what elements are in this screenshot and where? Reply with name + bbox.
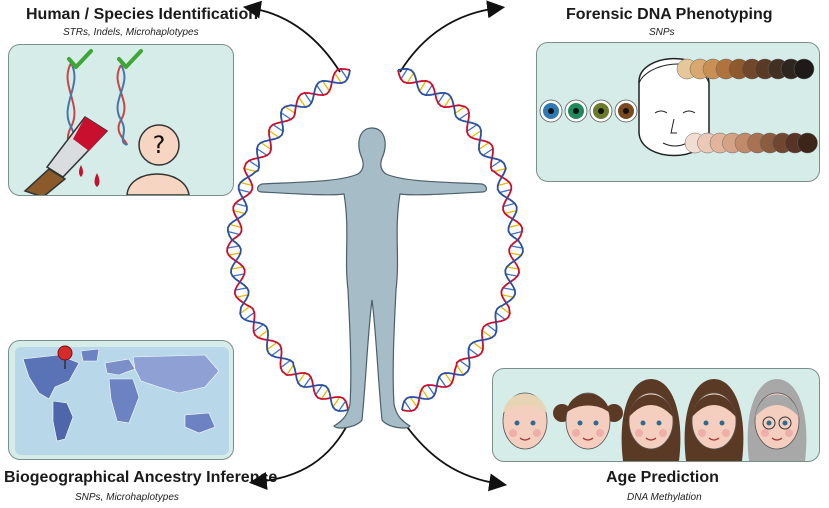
skin-color-swatch (797, 132, 818, 154)
subtitle-species-identification: STRs, Indels, Microhaplotypes (63, 27, 199, 38)
subtitle-ancestry-inference: SNPs, Microhaplotypes (75, 492, 179, 503)
title-species-identification: Human / Species Identification (26, 6, 259, 23)
face-middle-aged-icon (684, 379, 744, 461)
face-young-adult-icon (621, 379, 681, 461)
eye-color-swatch (589, 99, 613, 123)
age-faces-illustration (502, 379, 807, 461)
species-identification-panel: ? (8, 44, 234, 196)
ancestry-panel (8, 340, 234, 460)
phenotyping-panel (536, 42, 820, 182)
bloody-knife-icon (23, 115, 109, 195)
title-age-prediction: Age Prediction (606, 469, 719, 486)
face-child-icon (553, 392, 623, 450)
unknown-person-icon: ? (126, 124, 190, 195)
eye-color-swatch (614, 99, 638, 123)
title-ancestry-inference: Biogeographical Ancestry Inference (4, 469, 278, 486)
age-prediction-panel (492, 368, 820, 462)
arrow-to-dna-phenotyping (399, 0, 506, 73)
dna-helix-right-icon (397, 68, 524, 412)
world-map-illustration (15, 345, 229, 455)
face-baby-icon (502, 392, 548, 450)
eye-color-swatch (564, 99, 588, 123)
check-icon (117, 49, 143, 69)
title-dna-phenotyping: Forensic DNA Phenotyping (566, 6, 773, 23)
species-identification-illustration: ? (23, 49, 190, 195)
face-elderly-icon (747, 379, 807, 461)
question-mark: ? (153, 131, 166, 159)
subtitle-dna-phenotyping: SNPs (649, 27, 675, 38)
hair-color-swatch (793, 58, 815, 80)
human-body-icon (256, 127, 488, 429)
arrow-to-species-identification (242, 0, 341, 73)
arrow-to-ancestry-inference (248, 419, 351, 490)
check-icon (67, 49, 93, 69)
dna-strand-right-icon (116, 64, 128, 146)
eye-color-swatch (539, 99, 563, 123)
dna-helix-left-icon (226, 68, 351, 412)
subtitle-age-prediction: DNA Methylation (627, 492, 702, 503)
arrow-to-age-prediction (401, 419, 508, 492)
location-pin-icon (57, 345, 73, 369)
phenotyping-illustration (539, 57, 818, 157)
